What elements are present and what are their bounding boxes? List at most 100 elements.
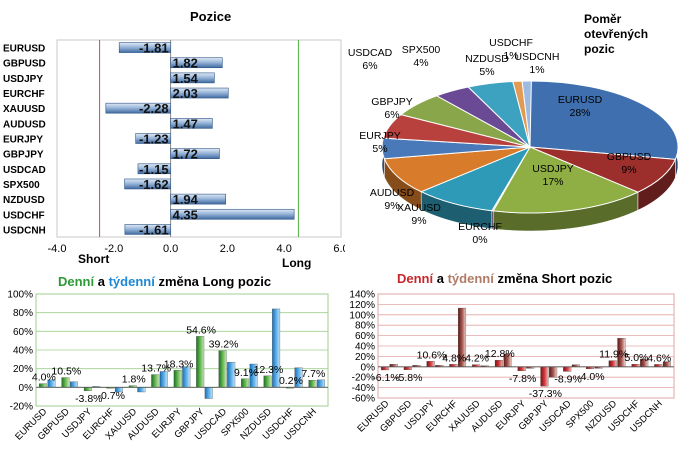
pie-slice xyxy=(529,80,679,160)
short-daily-label: -6.1% xyxy=(372,372,399,384)
long-y-tick-label: 100% xyxy=(7,290,33,301)
pie-label: XAUUSD xyxy=(397,202,441,214)
category-label: USDJPY xyxy=(3,74,43,85)
position-bar xyxy=(170,193,226,205)
long-daily-bar xyxy=(308,379,317,388)
category-label: USDCHF xyxy=(3,210,45,221)
x-tick-label: -4.0 xyxy=(48,243,67,255)
short-title-daily: Denní xyxy=(397,271,434,286)
long-title-and: a xyxy=(94,274,109,289)
value-label: 1.82 xyxy=(173,56,198,71)
pie-percent: 4% xyxy=(413,57,428,69)
short-title-weekly: týdenní xyxy=(447,271,494,286)
category-label: GBPJPY xyxy=(3,150,44,161)
short-y-tick-label: 120% xyxy=(349,300,375,311)
positions-chart: -4.0 -2.0 0.0 2.0 4.0 6.0 EURUSD -1.81 GBPUSD 1.8… xyxy=(3,39,345,255)
positions-plot-frame xyxy=(56,39,342,238)
short-y-tick-label: -60% xyxy=(352,394,375,405)
pie-label: SPX500 xyxy=(402,44,441,56)
short-daily-label: -7.8% xyxy=(509,373,536,385)
short-y-tick-label: 0% xyxy=(361,362,376,373)
short-y-tick-label: 60% xyxy=(355,331,375,342)
long-daily-label: 9.1% xyxy=(234,367,258,379)
value-label: 4.35 xyxy=(173,207,198,222)
value-label: -1.61 xyxy=(139,222,169,237)
long-weekly-bar xyxy=(137,387,146,393)
pie-percent: 9% xyxy=(384,200,399,212)
position-bar xyxy=(118,42,171,53)
short-changes-title: Denní a týdenní změna Short pozic xyxy=(397,271,612,286)
category-label: NZDUSD xyxy=(3,195,45,206)
position-bar xyxy=(124,178,171,190)
long-title-weekly: týdenní xyxy=(108,274,155,289)
short-y-tick-label: -20% xyxy=(352,373,375,384)
pie-percent: 5% xyxy=(479,66,494,78)
long-daily-label: 18.3% xyxy=(164,358,194,370)
pie-label: USDCNH xyxy=(515,51,560,63)
long-daily-label: 13.7% xyxy=(141,363,171,375)
category-label: EURCHF xyxy=(3,89,45,100)
value-label: -1.15 xyxy=(139,162,169,177)
pie-slice xyxy=(521,80,532,148)
x-tick-label: 6.0 xyxy=(333,243,345,255)
short-daily-bar xyxy=(426,361,435,367)
pie-label: GBPJPY xyxy=(371,96,412,108)
pie-label: AUDUSD xyxy=(370,187,415,199)
long-changes-chart: 100%80%60%40%20%0%-20%4.0%EURUSD10.5%GBP… xyxy=(7,290,329,443)
pie-slice xyxy=(383,146,531,193)
position-bar xyxy=(170,72,215,84)
pie-label: EURJPY xyxy=(359,130,400,142)
short-daily-label: 11.9% xyxy=(599,349,628,361)
pie-slice xyxy=(529,146,677,193)
short-daily-bar xyxy=(403,366,412,370)
short-title-and: a xyxy=(433,271,448,286)
value-label: 1.94 xyxy=(173,192,199,207)
category-label: EURJPY xyxy=(3,135,43,146)
long-daily-bar xyxy=(263,375,272,388)
positions-title: Pozice xyxy=(190,9,232,24)
pie-percent: 1% xyxy=(503,50,518,62)
long-daily-bar xyxy=(241,378,250,388)
long-y-tick-label: 40% xyxy=(13,346,33,357)
position-bar xyxy=(170,57,223,69)
long-daily-label: -3.8% xyxy=(75,393,102,405)
long-daily-bar xyxy=(38,383,47,388)
pie-label: EURUSD xyxy=(558,94,603,106)
value-label: -1.81 xyxy=(139,41,169,56)
value-label: -1.62 xyxy=(139,177,169,192)
short-daily-label: 4.6% xyxy=(647,352,671,364)
x-tick-label: 4.0 xyxy=(277,243,292,255)
category-label: SPX500 xyxy=(3,180,40,191)
ratio-pie-chart: EURUSD28%GBPUSD9%USDJPY17%EURCHF0%XAUUSD… xyxy=(348,37,679,246)
pie-label: NZDUSD xyxy=(465,53,509,65)
long-daily-bar xyxy=(83,387,92,392)
category-label: EURUSD xyxy=(3,44,45,55)
short-daily-label: 4.8% xyxy=(442,352,466,364)
long-daily-label: 12.3% xyxy=(254,364,284,376)
category-label: XAUUSD xyxy=(3,104,45,115)
long-daily-label: 10.5% xyxy=(51,366,81,378)
position-bar xyxy=(170,208,295,220)
category-label: USDCNH xyxy=(3,225,46,236)
value-label: 2.03 xyxy=(173,86,198,101)
long-y-tick-label: -20% xyxy=(10,402,33,413)
long-daily-label: 39.2% xyxy=(209,339,239,351)
ratio-title-line-2: otevřených xyxy=(584,27,649,41)
value-label: -2.28 xyxy=(139,101,169,116)
value-label: 1.47 xyxy=(173,116,198,131)
short-daily-bar xyxy=(608,360,617,367)
pie-percent: 28% xyxy=(569,107,590,119)
value-label: -1.23 xyxy=(139,132,169,147)
short-y-tick-label: -40% xyxy=(352,383,375,394)
ratio-title: Poměr otevřených pozic xyxy=(584,12,648,57)
short-daily-bar xyxy=(563,366,572,372)
short-daily-label: 5.0% xyxy=(624,352,648,364)
value-label: 1.54 xyxy=(173,71,199,86)
pie-percent: 6% xyxy=(384,109,399,121)
short-y-tick-label: 40% xyxy=(355,342,375,353)
position-bar xyxy=(137,163,171,175)
x-tick-label: 0.0 xyxy=(163,243,178,255)
long-daily-bar xyxy=(151,374,160,388)
short-daily-label: 10.6% xyxy=(417,349,447,361)
long-daily-bar xyxy=(173,370,182,388)
